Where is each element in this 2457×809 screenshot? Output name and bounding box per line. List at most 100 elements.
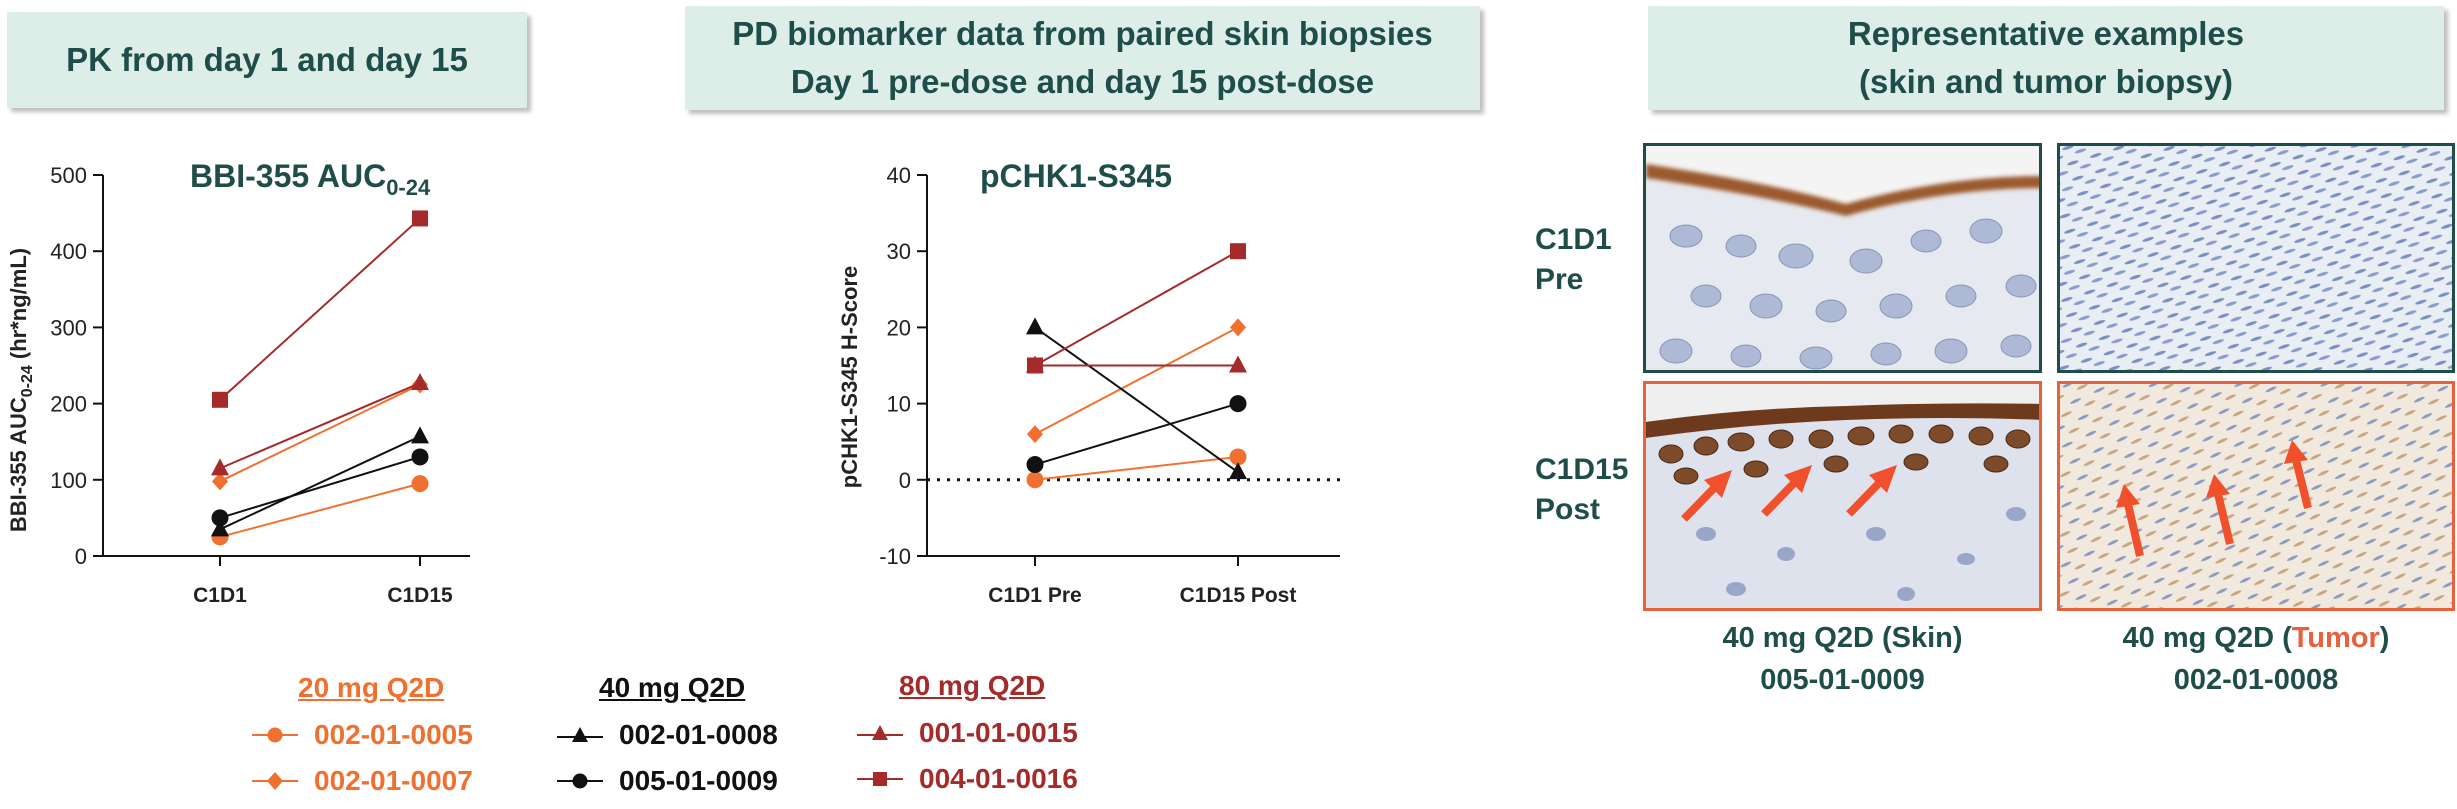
series-line xyxy=(1034,250,1239,367)
pd-header-line2: Day 1 pre-dose and day 15 post-dose xyxy=(790,63,1375,100)
legend-item: 002-01-0005 xyxy=(250,712,473,758)
series-line xyxy=(219,435,421,531)
caption-tumor: 40 mg Q2D (Tumor) 002-01-0008 xyxy=(2057,617,2455,701)
series-line xyxy=(219,482,421,538)
data-point xyxy=(212,472,228,491)
series-004-01-0016 xyxy=(1027,243,1246,374)
pk-y-axis-label-sub: 0-24 xyxy=(19,365,36,397)
data-point xyxy=(411,448,429,466)
legend-group-20mg: 20 mg Q2D 002-01-0005 002-01-0007 xyxy=(250,672,473,804)
data-point xyxy=(1026,317,1044,335)
caption-tumor-text-a: 40 mg Q2D ( xyxy=(2122,622,2292,654)
tumor-pre-biopsy-image xyxy=(2057,143,2455,373)
series-001-01-0015 xyxy=(1026,355,1247,373)
pd-header: PD biomarker data from paired skin biops… xyxy=(685,6,1480,110)
legend-title-80mg: 80 mg Q2D xyxy=(899,670,1046,701)
caption-skin-text: 40 mg Q2D (Skin) xyxy=(1722,622,1963,654)
y-tick-label: 30 xyxy=(887,239,911,264)
rep-header-line2: (skin and tumor biopsy) xyxy=(1858,63,2234,100)
row-label-post-line2: Post xyxy=(1535,493,1601,526)
caption-tumor-text-c: ) xyxy=(2379,622,2390,654)
skin-pre-tissue-illustration xyxy=(1646,146,2039,370)
series-002-01-0008 xyxy=(1026,317,1247,480)
caption-tumor-highlight: Tumor xyxy=(2291,622,2380,654)
y-tick-label: 200 xyxy=(50,392,87,417)
data-point xyxy=(411,475,429,493)
x-tick-label: C1D1 xyxy=(193,584,247,607)
legend-item: 001-01-0015 xyxy=(855,710,1078,756)
series-line xyxy=(1034,326,1239,473)
data-point xyxy=(1027,425,1043,444)
data-point xyxy=(211,458,229,476)
series-004-01-0016 xyxy=(212,210,428,408)
pd-chart-title: pCHK1-S345 xyxy=(980,158,1172,194)
series-line xyxy=(1034,326,1239,435)
pk-header: PK from day 1 and day 15 xyxy=(7,12,527,108)
series-005-01-0009 xyxy=(1026,395,1247,474)
data-point xyxy=(411,373,429,391)
pd-header-line1: PD biomarker data from paired skin biops… xyxy=(732,15,1433,52)
series-line xyxy=(219,455,421,519)
data-point xyxy=(212,391,228,408)
data-point xyxy=(1230,318,1246,337)
series-line xyxy=(1034,455,1239,481)
legend-label: 002-01-0008 xyxy=(619,719,778,750)
legend-item: 004-01-0016 xyxy=(855,756,1078,802)
legend-title-20mg: 20 mg Q2D xyxy=(298,672,445,703)
data-point xyxy=(411,426,429,444)
series-001-01-0015 xyxy=(211,373,429,476)
y-tick-label: 400 xyxy=(50,239,87,264)
row-label-pre-line2: Pre xyxy=(1535,263,1584,296)
legend-item: 002-01-0007 xyxy=(250,758,473,804)
series-line xyxy=(219,383,421,483)
series-002-01-0005 xyxy=(1026,448,1247,489)
series-002-01-0005 xyxy=(211,475,429,546)
y-tick-label: -10 xyxy=(879,544,911,569)
legend-label: 004-01-0016 xyxy=(919,763,1078,794)
legend-circle-marker-icon xyxy=(557,773,603,789)
caption-skin-line1: 40 mg Q2D (Skin) xyxy=(1643,617,2042,659)
pd-y-axis-label: pCHK1-S345 H-Score xyxy=(837,266,862,489)
legend-title-40mg: 40 mg Q2D xyxy=(599,672,746,703)
row-label-pre-line1: C1D1 xyxy=(1535,223,1612,256)
skin-post-tissue-illustration xyxy=(1646,384,2039,608)
legend-label: 002-01-0007 xyxy=(314,765,473,796)
row-label-post: C1D15 Post xyxy=(1535,450,1628,530)
y-tick-label: 0 xyxy=(75,544,87,569)
pk-y-axis-label: BBI-355 AUC0-24 (hr*ng/mL) xyxy=(6,248,36,532)
pk-y-axis-label-main: BBI-355 AUC xyxy=(6,397,31,532)
pk-chart-title-sub: 0-24 xyxy=(386,175,431,200)
pk-auc-chart: BBI-355 AUC0-24 BBI-355 AUC0-24 (hr*ng/m… xyxy=(6,158,470,607)
tumor-post-biopsy-image xyxy=(2057,381,2455,611)
data-point xyxy=(1229,448,1247,466)
arrow-icon xyxy=(1681,465,1897,522)
y-tick-label: 20 xyxy=(887,315,911,340)
legend-triangle-marker-icon xyxy=(857,725,903,740)
row-label-pre: C1D1 Pre xyxy=(1535,220,1612,300)
arrow-icon xyxy=(2116,440,2312,557)
series-002-01-0008 xyxy=(211,426,429,537)
caption-skin: 40 mg Q2D (Skin) 005-01-0009 xyxy=(1643,617,2042,701)
caption-tumor-id: 002-01-0008 xyxy=(2173,664,2339,696)
legend-group-80mg: 80 mg Q2D 001-01-0015 004-01-0016 xyxy=(855,670,1078,802)
data-point xyxy=(1229,355,1247,373)
rep-header-line1: Representative examples xyxy=(1847,15,2245,52)
y-tick-label: 40 xyxy=(887,163,911,188)
series-002-01-0007 xyxy=(1027,318,1246,444)
data-point xyxy=(1229,395,1247,413)
y-tick-label: 500 xyxy=(50,163,87,188)
legend-square-marker-icon xyxy=(857,772,903,786)
legend-triangle-marker-icon xyxy=(557,727,603,742)
caption-skin-id: 005-01-0009 xyxy=(1760,664,1925,696)
pd-hscore-chart: pCHK1-S345 pCHK1-S345 H-Score -10 0 10 20 30… xyxy=(837,158,1340,607)
y-tick-label: 10 xyxy=(887,392,911,417)
data-point xyxy=(211,509,229,527)
pk-chart-title: BBI-355 AUC0-24 xyxy=(190,158,431,200)
legend-label: 001-01-0015 xyxy=(919,717,1078,748)
legend-label: 005-01-0009 xyxy=(619,765,778,796)
data-point xyxy=(1026,456,1044,474)
skin-post-biopsy-image xyxy=(1643,381,2042,611)
rep-header: Representative examples (skin and tumor … xyxy=(1648,6,2444,110)
legend-item: 002-01-0008 xyxy=(555,712,778,758)
data-point xyxy=(1027,357,1043,374)
